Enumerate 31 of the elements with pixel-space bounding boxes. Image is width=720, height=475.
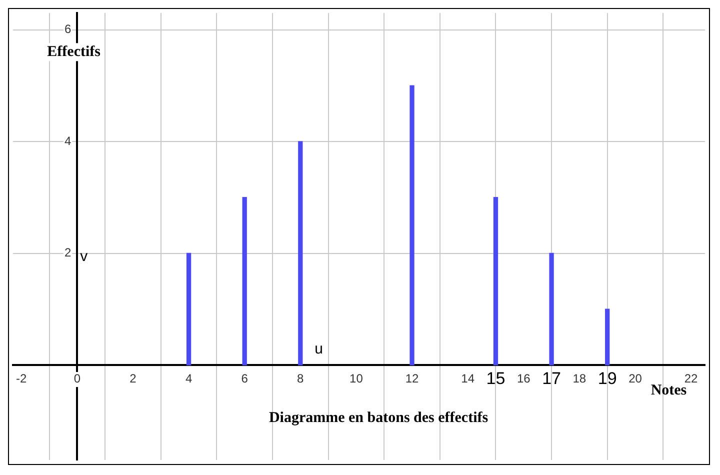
x-tick-label: 2: [130, 371, 137, 386]
annotation: 15: [486, 369, 506, 388]
bar: [298, 141, 303, 366]
x-tick-label: 12: [405, 371, 420, 386]
x-tick-label: 6: [241, 371, 248, 386]
x-tick-label: 20: [628, 371, 642, 386]
annotation: 17: [542, 369, 561, 388]
x-tick-label: 16: [516, 371, 531, 386]
x-tick-label: -2: [16, 371, 28, 386]
y-axis-title: Effectifs: [47, 44, 101, 60]
bar: [493, 197, 498, 366]
bar: [605, 308, 610, 366]
x-tick-label: 14: [461, 371, 475, 386]
y-tick-label: 4: [64, 134, 72, 148]
x-axis-title: Notes: [650, 382, 687, 398]
annotation: 19: [598, 369, 617, 388]
x-tick-label: 18: [572, 371, 586, 386]
x-tick-label: 10: [350, 371, 364, 386]
x-tick-label: 22: [684, 371, 698, 386]
annotation: v: [80, 248, 88, 266]
bar: [242, 197, 247, 366]
y-tick-label: 2: [64, 246, 72, 260]
bar: [549, 252, 554, 366]
y-tick-label: 6: [64, 22, 72, 36]
x-tick-label: 8: [297, 371, 304, 386]
text: Diagramme en batons des effectifs: [268, 410, 488, 426]
annotation: u: [314, 340, 323, 358]
x-tick-label: 4: [185, 371, 192, 386]
bar: [410, 85, 414, 366]
x-tick-label: 0: [74, 371, 81, 386]
bar: [186, 252, 192, 366]
